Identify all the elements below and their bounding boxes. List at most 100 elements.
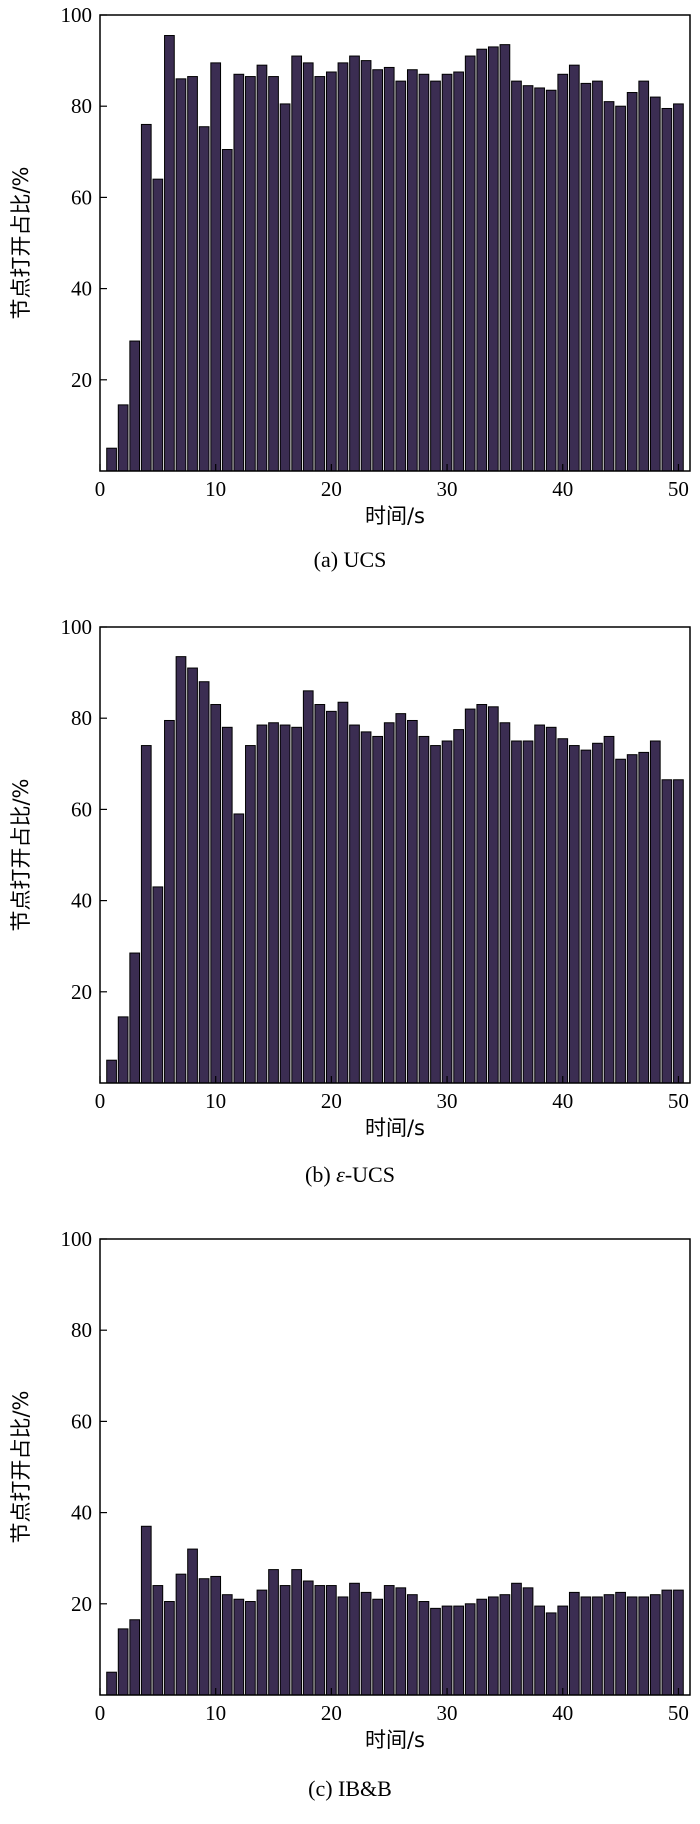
bar-39 xyxy=(545,89,557,472)
bar-35 xyxy=(499,722,511,1084)
x-tick-label: 50 xyxy=(668,477,689,501)
bar-14 xyxy=(256,64,268,472)
bar-2 xyxy=(117,404,129,472)
bar-3 xyxy=(129,952,141,1084)
bar-19 xyxy=(314,1585,326,1696)
bar-32 xyxy=(464,708,476,1084)
chart-eps-ucs: 0 10 20 30 40 50 20 40 60 80 100 时间/s 节点打开占比/% xyxy=(9,615,691,1140)
bar-7 xyxy=(175,1573,187,1696)
bar-5 xyxy=(152,1585,164,1696)
bar-37 xyxy=(522,85,534,472)
y-tick-label: 40 xyxy=(71,889,92,913)
x-tick-label: 10 xyxy=(205,477,226,501)
y-tick-label: 100 xyxy=(61,615,93,639)
caption-eps-ucs: (b) ε-UCS xyxy=(0,1162,700,1188)
bar-42 xyxy=(580,82,592,472)
bar-21 xyxy=(337,62,349,472)
bar-39 xyxy=(545,726,557,1084)
bar-29 xyxy=(430,80,441,472)
bar-36 xyxy=(511,80,522,472)
y-tick-label: 100 xyxy=(61,3,93,27)
bar-9 xyxy=(198,681,210,1084)
y-tick-label: 20 xyxy=(71,368,92,392)
bar-3 xyxy=(129,1619,141,1696)
y-axis-label: 节点打开占比/% xyxy=(9,778,33,931)
y-tick-label: 60 xyxy=(71,1409,92,1433)
bar-33 xyxy=(476,1598,488,1696)
x-tick-label: 30 xyxy=(437,1089,458,1113)
bar-16 xyxy=(279,103,291,472)
bar-47 xyxy=(638,80,650,472)
y-tick-label: 60 xyxy=(71,185,92,209)
y-tick-label: 80 xyxy=(71,94,92,118)
bar-36 xyxy=(511,740,522,1084)
x-axis-label: 时间/s xyxy=(365,1116,425,1140)
bar-28 xyxy=(418,735,430,1084)
bar-24 xyxy=(372,735,384,1084)
bar-26 xyxy=(395,1587,407,1696)
bar-1 xyxy=(106,1671,117,1696)
bar-45 xyxy=(615,1591,626,1696)
bar-20 xyxy=(326,71,337,472)
bar-44 xyxy=(603,735,615,1084)
y-tick-label: 20 xyxy=(71,1592,92,1616)
plot-frame xyxy=(99,1238,691,1696)
bar-31 xyxy=(453,71,464,472)
caption-eps-ucs-suffix: -UCS xyxy=(344,1162,395,1187)
bar-25 xyxy=(383,66,395,472)
bar-21 xyxy=(337,701,349,1084)
bar-48 xyxy=(649,1594,661,1696)
bar-47 xyxy=(638,1596,650,1696)
chart-ibb: 0 10 20 30 40 50 20 40 60 80 100 时间/s 节点打开占比/% xyxy=(9,1227,691,1752)
bar-12 xyxy=(233,813,245,1084)
bar-13 xyxy=(245,76,256,472)
y-tick-label: 20 xyxy=(71,980,92,1004)
bar-20 xyxy=(326,1585,337,1696)
bar-39 xyxy=(545,1612,557,1696)
bar-50 xyxy=(673,1589,684,1696)
bar-15 xyxy=(268,1569,279,1696)
bar-11 xyxy=(221,149,233,472)
bar-45 xyxy=(615,105,626,472)
bar-27 xyxy=(406,69,418,472)
bar-4 xyxy=(140,123,152,472)
bar-26 xyxy=(395,713,407,1084)
chart-panel-eps-ucs: 0 10 20 30 40 50 20 40 60 80 100 时间/s 节点打开占比/% (b) ε… xyxy=(0,612,700,1212)
x-tick-label: 40 xyxy=(552,477,573,501)
bar-32 xyxy=(464,55,476,472)
bar-42 xyxy=(580,749,592,1084)
bar-45 xyxy=(615,758,626,1084)
bar-22 xyxy=(349,1582,360,1696)
x-axis-label: 时间/s xyxy=(365,1728,425,1752)
bar-6 xyxy=(164,719,175,1084)
bar-10 xyxy=(210,704,222,1084)
bar-2 xyxy=(117,1016,129,1084)
chart-panel-ibb: 0 10 20 30 40 50 20 40 60 80 100 时间/s 节点打开占比/% (c) I… xyxy=(0,1224,700,1824)
x-tick-label: 30 xyxy=(437,1701,458,1725)
bar-7 xyxy=(175,78,187,472)
bar-47 xyxy=(638,751,650,1084)
bar-15 xyxy=(268,76,279,472)
bar-46 xyxy=(626,92,638,472)
caption-eps-ucs-prefix: (b) xyxy=(305,1162,337,1187)
bar-35 xyxy=(499,44,511,472)
bar-41 xyxy=(568,1591,580,1696)
bar-25 xyxy=(383,722,395,1084)
bar-27 xyxy=(406,719,418,1084)
bar-13 xyxy=(245,1601,256,1696)
bar-24 xyxy=(372,69,384,472)
bar-13 xyxy=(245,745,256,1084)
bar-30 xyxy=(441,73,453,472)
bar-19 xyxy=(314,76,326,472)
bar-10 xyxy=(210,1575,222,1696)
bar-49 xyxy=(661,107,673,472)
x-tick-label: 10 xyxy=(205,1701,226,1725)
x-axis-label: 时间/s xyxy=(365,504,425,528)
x-tick-label: 30 xyxy=(437,477,458,501)
bar-17 xyxy=(291,726,303,1084)
x-tick-label: 20 xyxy=(321,1089,342,1113)
bar-3 xyxy=(129,340,141,472)
bar-4 xyxy=(140,1525,152,1696)
chart-ucs: 0 10 20 30 40 50 20 40 60 80 100 时间/s 节点打开占比/% xyxy=(9,3,691,528)
plot-frame xyxy=(99,626,691,1084)
